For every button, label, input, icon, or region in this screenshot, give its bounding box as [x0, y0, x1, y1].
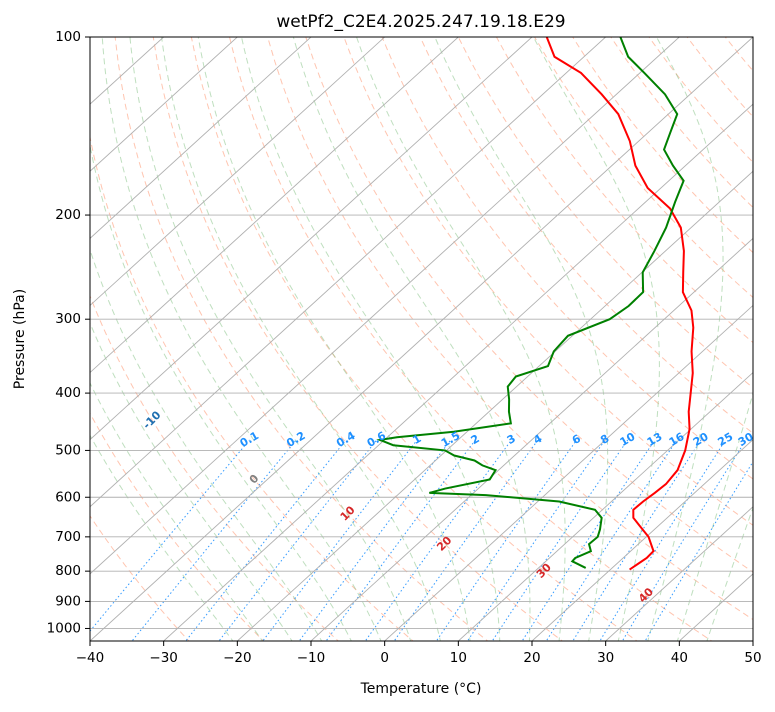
isotherm-gridline — [90, 37, 460, 374]
isotherm-gridline — [90, 37, 239, 172]
x-tick-label: −20 — [223, 650, 252, 666]
y-tick-label: 100 — [55, 29, 81, 45]
isotherm-gridline — [90, 37, 681, 575]
mixing-ratio-line — [545, 439, 678, 641]
mixing-ratio-line — [644, 460, 753, 641]
mixing-ratio-line — [466, 439, 606, 641]
x-tick-label: 40 — [671, 650, 688, 666]
mixing-ratio-line — [599, 439, 727, 641]
dry-adiabat — [457, 37, 753, 389]
mixing-ratio-line — [262, 439, 418, 641]
moist-adiabat — [90, 248, 323, 641]
y-axis-label: Pressure (hPa) — [12, 289, 28, 389]
y-tick-label: 200 — [55, 207, 81, 223]
mixing-ratio-label: 30 — [736, 430, 756, 449]
chart-title: wetPf2_C2E4.2025.247.19.18.E29 — [276, 12, 565, 32]
mixing-ratio-line — [572, 439, 702, 641]
profile-line-2 — [376, 37, 685, 569]
x-axis-label: Temperature (°C) — [360, 681, 482, 697]
isotherm-gridline — [90, 37, 312, 239]
x-tick-label: −10 — [297, 650, 326, 666]
mixing-ratio-line — [491, 439, 629, 641]
y-tick-label: 400 — [55, 385, 81, 401]
isotherm-gridline — [457, 371, 753, 641]
y-tick-label: 700 — [55, 529, 81, 545]
isotherm-gridline — [604, 506, 753, 641]
moist-adiabat — [90, 143, 352, 641]
isotherm-gridline — [531, 439, 753, 641]
x-tick-label: 30 — [597, 650, 614, 666]
dry-adiabat — [305, 37, 753, 573]
y-tick-label: 800 — [55, 563, 81, 579]
dry-adiabat — [90, 412, 265, 641]
mixing-ratio-line — [185, 439, 347, 641]
mixing-ratio-line — [521, 439, 656, 641]
y-tick-label: 300 — [55, 311, 81, 327]
profile-line-1 — [545, 37, 695, 571]
y-tick-label: 500 — [55, 442, 81, 458]
y-tick-label: 600 — [55, 489, 81, 505]
x-tick-label: −30 — [149, 650, 178, 666]
isotherm-gridline — [90, 37, 607, 508]
dry-adiabat — [381, 37, 753, 480]
isotherm-gridline — [90, 37, 753, 641]
mixing-ratio-line — [621, 439, 747, 641]
x-tick-label: 50 — [744, 650, 761, 666]
x-tick-label: 20 — [523, 650, 540, 666]
y-tick-label: 1000 — [47, 620, 81, 636]
dry-adiabat — [267, 37, 753, 621]
isotherm-gridline — [90, 37, 386, 307]
dry-adiabat — [419, 37, 753, 434]
dry-adiabat — [763, 37, 775, 643]
mixing-ratio-line — [393, 439, 539, 641]
x-tick-label: 0 — [380, 650, 389, 666]
mixing-ratio-line — [364, 439, 512, 641]
dry-adiabat — [534, 37, 753, 299]
plot-frame — [89, 36, 754, 642]
isotherm-gridline — [383, 304, 753, 641]
isotherm-gridline — [162, 103, 753, 641]
isotherm-gridline — [310, 237, 753, 641]
x-tick-label: −40 — [76, 650, 105, 666]
mixing-ratio-label: 36 — [757, 430, 775, 449]
dry-adiabat — [495, 37, 753, 344]
dry-adiabat — [152, 37, 564, 641]
dry-adiabat — [343, 37, 753, 526]
isotherm-gridline — [90, 37, 533, 441]
moist-adiabat — [101, 37, 382, 641]
x-tick-label: 10 — [450, 650, 467, 666]
y-tick-label: 900 — [55, 593, 81, 609]
